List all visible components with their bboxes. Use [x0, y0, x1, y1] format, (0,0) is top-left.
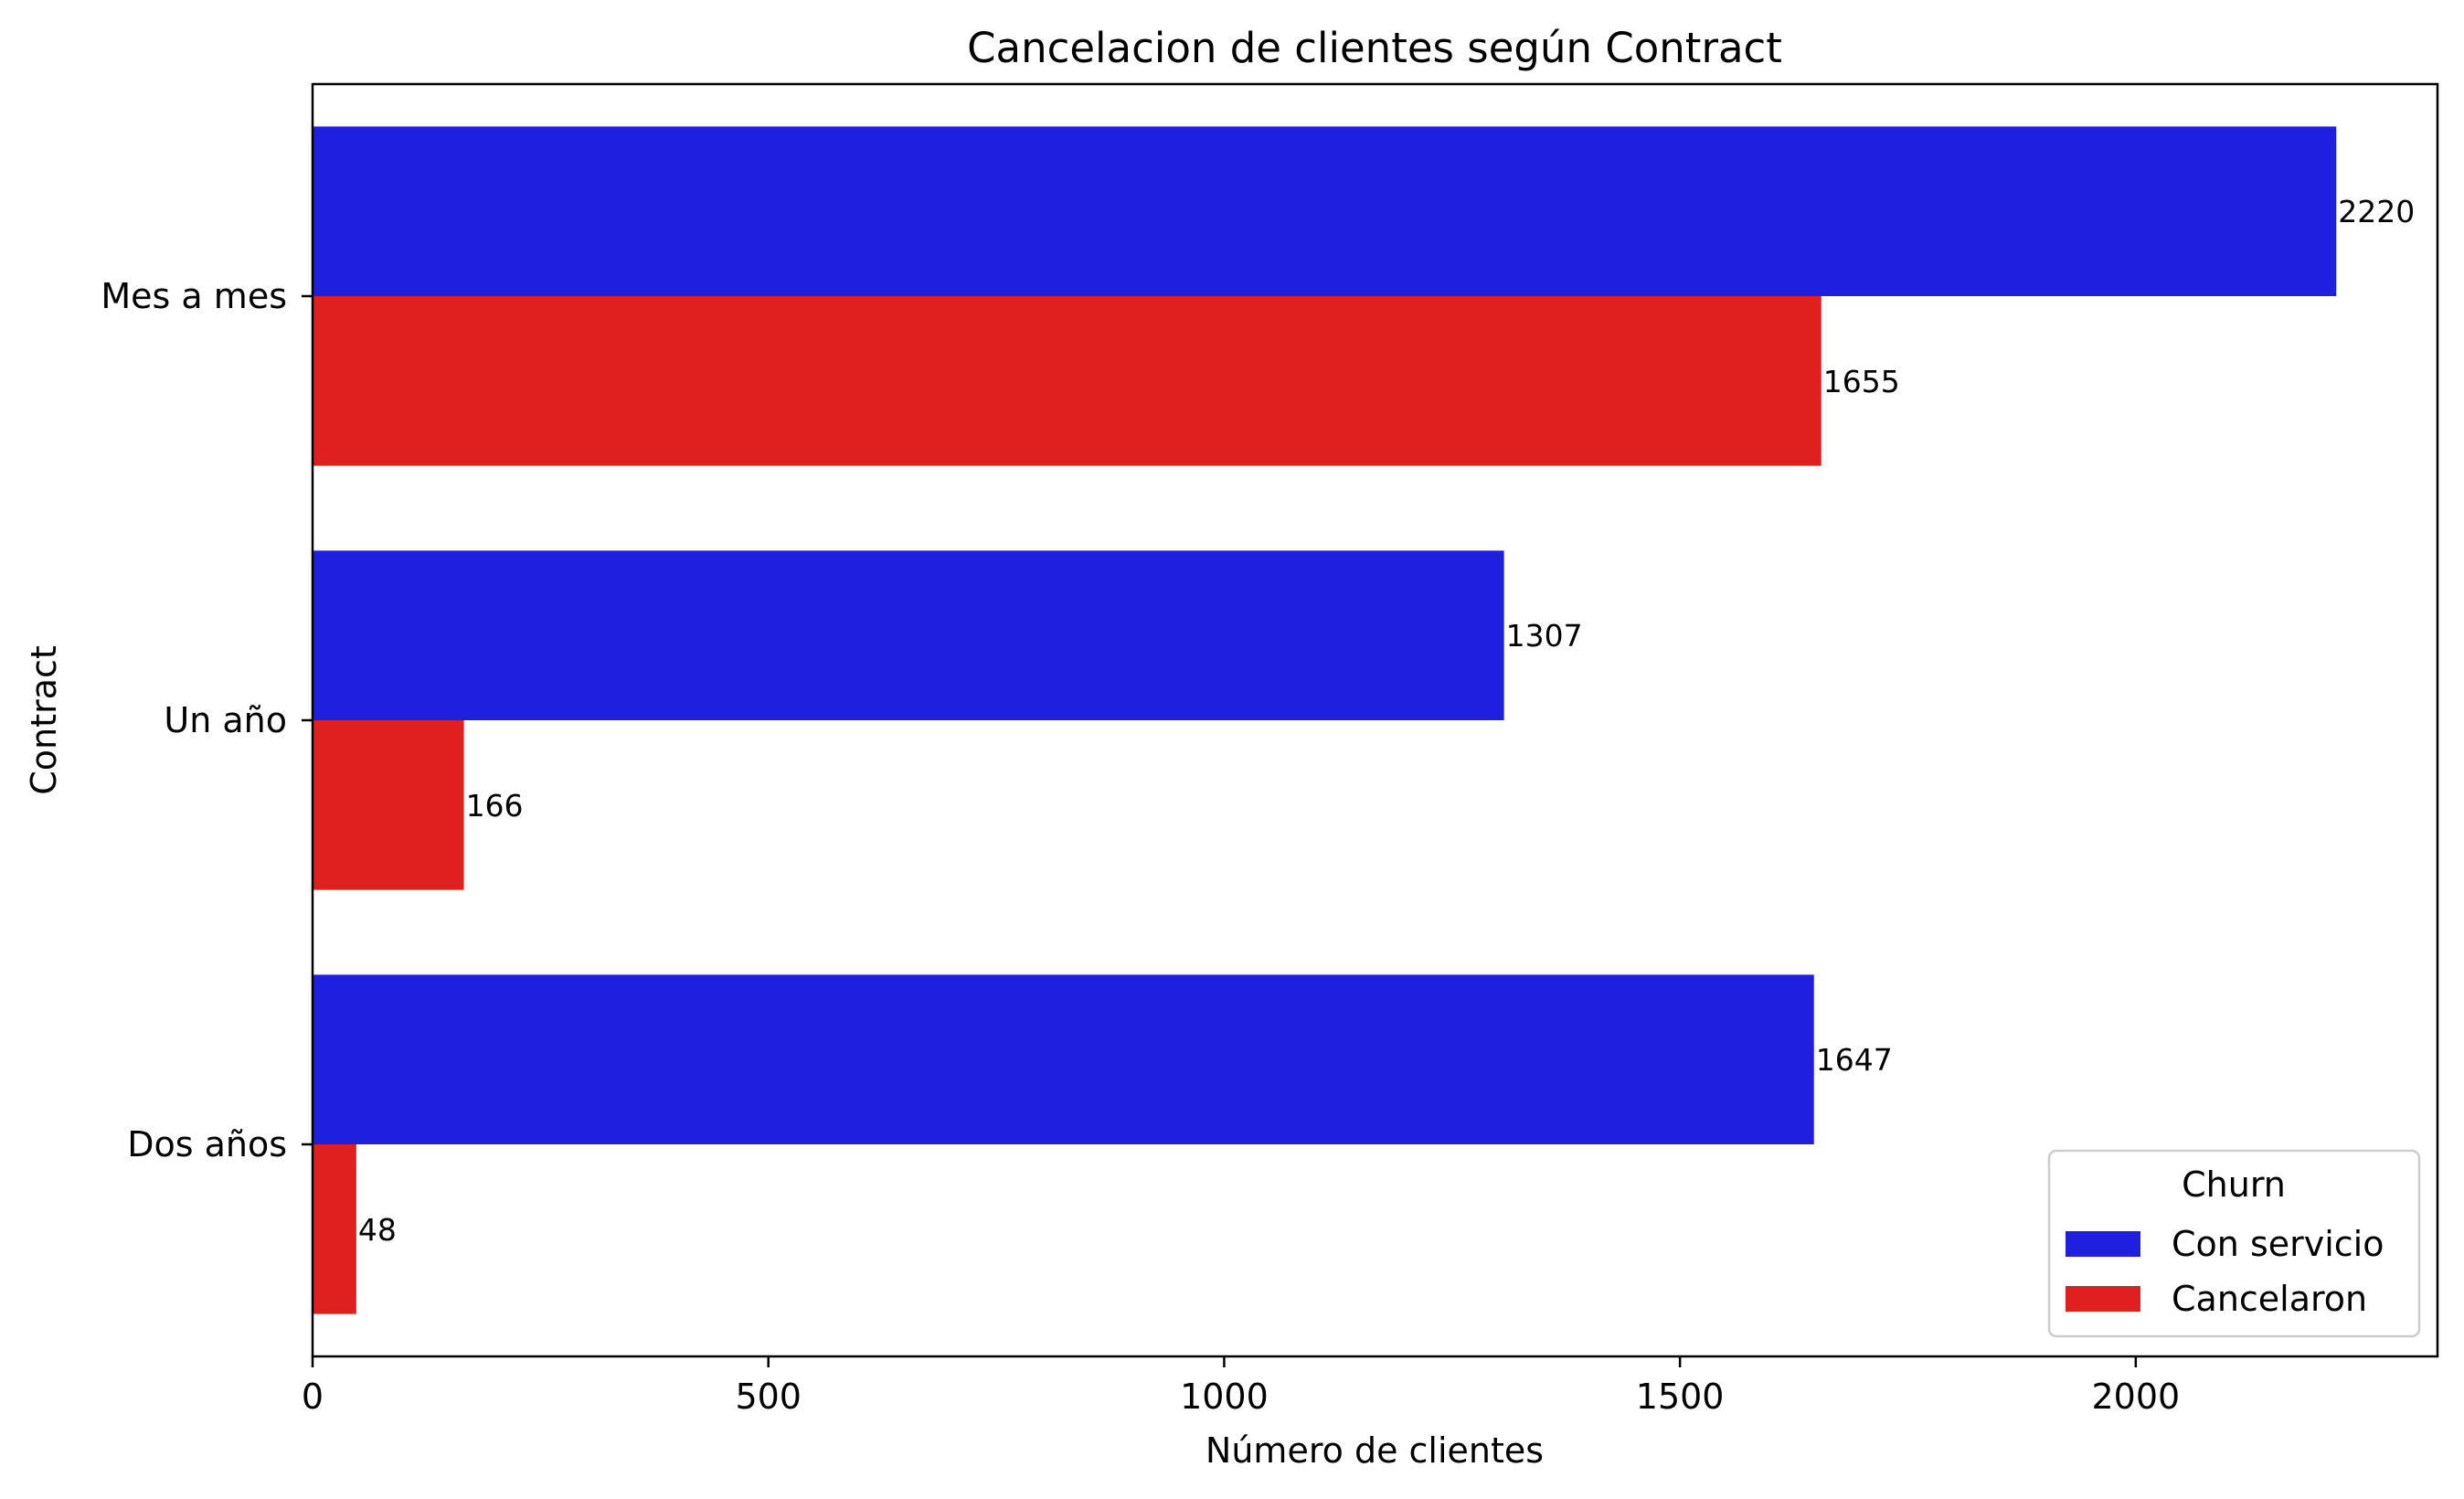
legend-label-cancelaron: Cancelaron — [2172, 1279, 2367, 1319]
x-tick-label-1000: 1000 — [1180, 1377, 1269, 1417]
x-axis-ticks: 0 500 1000 1500 2000 — [302, 1356, 2180, 1417]
x-tick-label-1500: 1500 — [1636, 1377, 1725, 1417]
x-tick-label-2000: 2000 — [2091, 1377, 2180, 1417]
data-label-dos-anos-cancelaron: 48 — [358, 1212, 397, 1248]
legend-swatch-cancelaron — [2066, 1286, 2140, 1312]
y-tick-label-un-ano: Un año — [164, 700, 287, 740]
legend-label-con-servicio: Con servicio — [2172, 1224, 2384, 1264]
y-tick-label-mes-a-mes: Mes a mes — [101, 276, 287, 316]
y-axis-ticks: Mes a mes Un año Dos años — [101, 276, 313, 1164]
x-tick-label-500: 500 — [735, 1377, 802, 1417]
bars-group — [313, 126, 2337, 1314]
y-axis-label: Contract — [24, 645, 64, 794]
x-axis-label: Número de clientes — [1205, 1430, 1544, 1471]
legend: Churn Con servicio Cancelaron — [2047, 1149, 2421, 1338]
bar-dos-anos-cancelaron — [313, 1144, 356, 1314]
bar-un-ano-cancelaron — [313, 720, 464, 890]
bar-mes-a-mes-con-servicio — [313, 126, 2337, 296]
legend-frame — [2047, 1149, 2421, 1338]
bar-un-ano-con-servicio — [313, 550, 1504, 720]
data-label-mes-a-mes-cancelaron: 1655 — [1823, 364, 1900, 399]
plot-frame — [311, 82, 2439, 1358]
y-tick-label-dos-anos: Dos años — [127, 1124, 287, 1164]
chart-title: Cancelacion de clientes según Contract — [967, 24, 1782, 72]
data-labels-group: 2220 1655 1307 166 1647 48 — [358, 194, 2415, 1248]
data-label-un-ano-con-servicio: 1307 — [1506, 618, 1583, 654]
bar-dos-anos-con-servicio — [313, 974, 1814, 1144]
bar-mes-a-mes-cancelaron — [313, 296, 1821, 466]
data-label-dos-anos-con-servicio: 1647 — [1816, 1042, 1893, 1078]
legend-title: Churn — [2182, 1164, 2286, 1205]
data-label-un-ano-cancelaron: 166 — [466, 788, 524, 824]
legend-swatch-con-servicio — [2066, 1231, 2140, 1257]
x-tick-label-0: 0 — [302, 1377, 324, 1417]
data-label-mes-a-mes-con-servicio: 2220 — [2338, 194, 2415, 229]
